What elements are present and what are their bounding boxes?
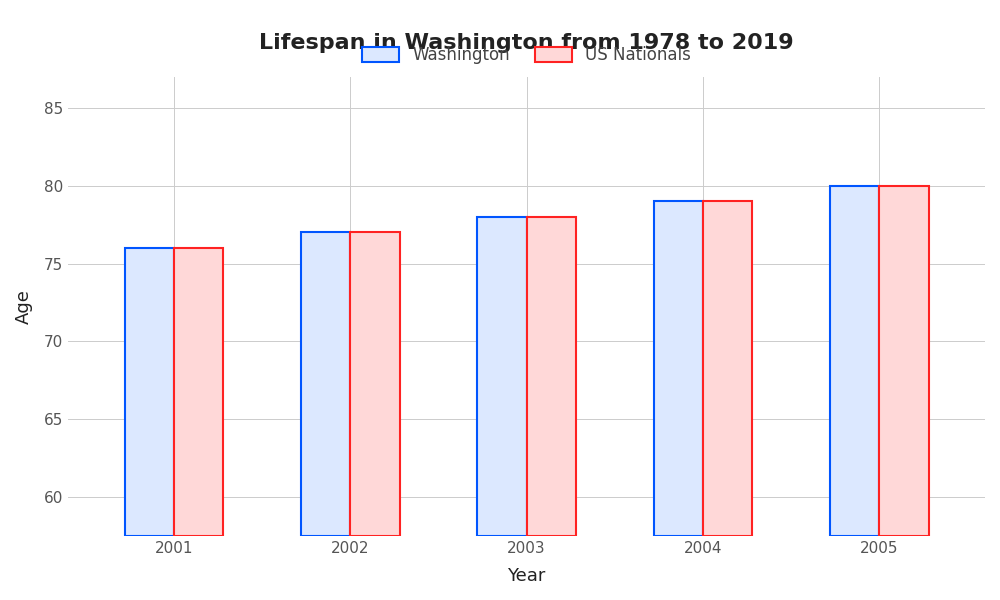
Bar: [350, 232, 400, 536]
Bar: [654, 202, 703, 536]
X-axis label: Year: Year: [507, 567, 546, 585]
Bar: [830, 186, 879, 536]
Bar: [703, 202, 752, 536]
Y-axis label: Age: Age: [15, 289, 33, 324]
Bar: [879, 186, 929, 536]
Bar: [301, 232, 350, 536]
Legend: Washington, US Nationals: Washington, US Nationals: [356, 39, 698, 71]
Title: Lifespan in Washington from 1978 to 2019: Lifespan in Washington from 1978 to 2019: [259, 33, 794, 53]
Bar: [174, 248, 223, 536]
Bar: [477, 217, 527, 536]
Bar: [527, 217, 576, 536]
Bar: [125, 248, 174, 536]
